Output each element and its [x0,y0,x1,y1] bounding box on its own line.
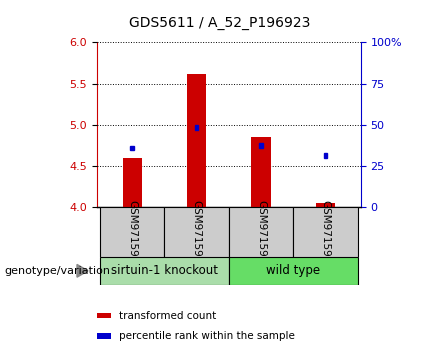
Bar [97,333,111,339]
Text: GSM971595: GSM971595 [191,200,202,264]
Bar [229,207,293,257]
Text: transformed count: transformed count [119,310,216,321]
Bar [100,207,165,257]
Bar [100,257,229,285]
Text: GSM971593: GSM971593 [127,200,137,264]
Bar [259,143,263,148]
Bar [123,158,142,207]
Text: GSM971592: GSM971592 [256,200,266,264]
Polygon shape [77,264,88,277]
Bar [187,74,206,207]
Text: percentile rank within the sample: percentile rank within the sample [119,331,295,341]
Text: wild type: wild type [266,264,320,277]
Bar [323,153,327,158]
Text: genotype/variation: genotype/variation [4,266,110,276]
Bar [165,207,229,257]
Bar [229,257,358,285]
Text: sirtuin-1 knockout: sirtuin-1 knockout [111,264,218,277]
Text: GSM971594: GSM971594 [320,200,330,264]
Text: GDS5611 / A_52_P196923: GDS5611 / A_52_P196923 [129,16,311,30]
Bar [251,137,271,207]
Bar [97,313,111,318]
Bar [293,207,358,257]
Bar [130,145,134,150]
Bar [316,203,335,207]
Bar [195,125,198,130]
